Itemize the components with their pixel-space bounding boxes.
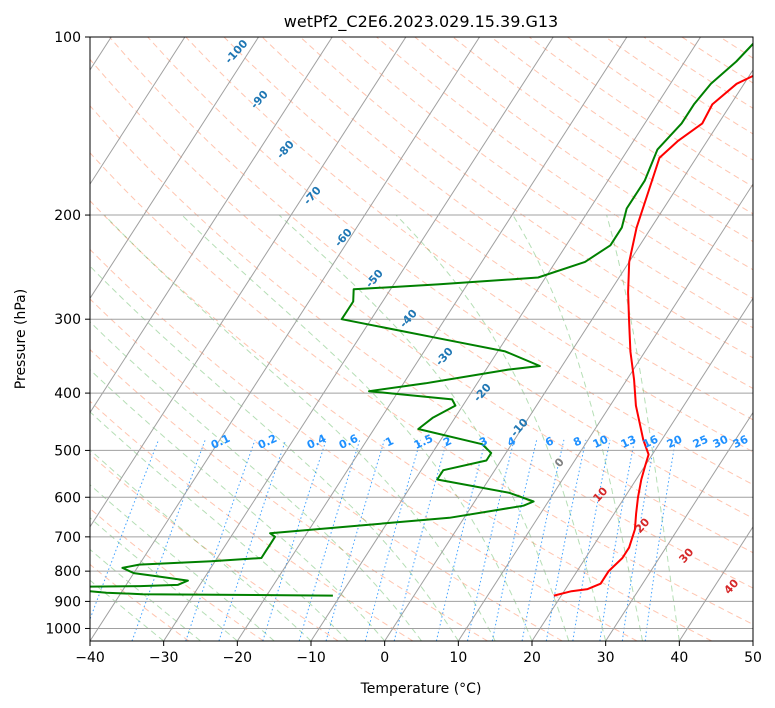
mixing-ratio-line xyxy=(599,439,636,641)
isotherm-line xyxy=(163,37,554,641)
isotherm-line xyxy=(90,37,333,414)
mixing-ratio-label: 16 xyxy=(641,433,661,451)
profile-series xyxy=(90,42,753,597)
x-tick-label: 0 xyxy=(380,650,389,666)
y-tick-label: 700 xyxy=(54,530,81,546)
dry-adiabat-line xyxy=(90,348,488,641)
isotherm-line xyxy=(90,37,186,186)
y-tick-label: 300 xyxy=(54,312,81,328)
moist-adiabat-line xyxy=(90,411,349,641)
mixing-ratio-line xyxy=(521,439,565,641)
isotherm-line xyxy=(90,37,480,641)
dry-adiabat-line xyxy=(90,298,563,641)
x-tick-label: −20 xyxy=(223,650,253,666)
pressure-gridlines xyxy=(90,37,753,629)
isotherms xyxy=(90,37,753,641)
moist-adiabat-line xyxy=(181,214,533,641)
mixing-ratio-line xyxy=(325,439,385,641)
mixing-ratio-label: 10 xyxy=(591,433,611,451)
y-tick-label: 100 xyxy=(54,30,81,46)
mixing-ratio-line xyxy=(364,439,421,641)
isotherm-line xyxy=(457,183,753,641)
x-tick-label: −40 xyxy=(75,650,105,666)
x-axis-label: Temperature (°C) xyxy=(360,681,482,697)
mixing-ratio-line xyxy=(572,439,611,641)
dry-adiabat-line xyxy=(90,152,753,626)
mixing-ratio-line xyxy=(467,439,515,641)
moist-adiabat-line xyxy=(90,321,422,641)
y-tick-label: 400 xyxy=(54,386,81,402)
isotherm-line xyxy=(531,297,753,641)
isotherm-line xyxy=(90,37,259,300)
mixing-ratio-line xyxy=(262,439,327,641)
plot-frame xyxy=(89,36,754,642)
moist-adiabat-line xyxy=(278,214,570,641)
isotherm-line xyxy=(605,411,753,641)
x-tick-label: −30 xyxy=(149,650,179,666)
mixing-ratio-label: 20 xyxy=(665,433,685,451)
x-tick-label: 20 xyxy=(523,650,541,666)
dry-adiabat-line xyxy=(90,200,712,641)
temperature-line xyxy=(553,74,753,597)
y-tick-label: 200 xyxy=(54,208,81,224)
isotherm-line xyxy=(310,37,701,641)
mixing-ratio-label: 36 xyxy=(731,433,751,451)
dewpoint-line xyxy=(90,42,753,597)
mixing-ratio-label: 30 xyxy=(711,433,731,451)
dry-adiabat-line xyxy=(109,37,753,519)
dry-adiabat-line xyxy=(90,248,638,641)
y-tick-label: 1000 xyxy=(45,621,81,637)
plot-area: -100-90-80-70-60-50-40-30-20-10010203040… xyxy=(90,37,753,641)
mixing-ratio-line xyxy=(435,439,487,641)
isotherm-line xyxy=(90,37,407,528)
x-tick-label: 10 xyxy=(449,650,467,666)
dry-adiabat-line xyxy=(90,105,753,589)
y-tick-label: 900 xyxy=(54,594,81,610)
moist-adiabat-line xyxy=(606,214,680,641)
moist-adiabat-line xyxy=(90,265,459,641)
moist-adiabats xyxy=(90,214,680,641)
dry-adiabat-line xyxy=(90,508,264,641)
chart-title: wetPf2_C2E6.2023.029.15.39.G13 xyxy=(284,12,558,32)
y-tick-label: 500 xyxy=(54,443,81,459)
x-tick-label: 50 xyxy=(744,650,762,666)
mixing-ratio-line xyxy=(298,439,361,641)
dry-adiabat-line xyxy=(261,37,753,390)
y-axis: 100 200 300 400 500 600 700 800 900 1000 xyxy=(45,30,90,637)
y-axis-label: Pressure (hPa) xyxy=(13,289,29,389)
mixing-ratio-label: 13 xyxy=(619,433,638,451)
mixing-ratio-line xyxy=(491,439,538,641)
x-tick-label: 30 xyxy=(597,650,615,666)
moist-adiabat-line xyxy=(512,214,643,641)
mixing-ratio-line xyxy=(545,439,587,641)
moist-adiabat-line xyxy=(90,369,386,641)
mixing-ratio-line xyxy=(621,439,656,641)
mixing-ratio-label: 25 xyxy=(691,433,710,451)
isotherm-line xyxy=(384,68,753,641)
y-tick-label: 600 xyxy=(54,490,81,506)
dry-adiabat-line xyxy=(90,453,339,641)
mixing-ratio-line xyxy=(131,439,206,641)
x-tick-label: −10 xyxy=(296,650,326,666)
mixing-ratio-line xyxy=(90,439,159,621)
moist-adiabat-line xyxy=(90,449,312,641)
dry-adiabat-line xyxy=(299,37,753,359)
x-tick-label: 40 xyxy=(670,650,688,666)
x-axis: −40 −30 −20 −10 0 10 20 30 40 50 xyxy=(75,641,762,666)
mixing-ratio-line xyxy=(644,439,677,641)
isotherm-line xyxy=(236,37,628,641)
isotherm-line xyxy=(678,525,753,641)
y-tick-label: 800 xyxy=(54,564,81,580)
moist-adiabat-line xyxy=(104,214,496,641)
